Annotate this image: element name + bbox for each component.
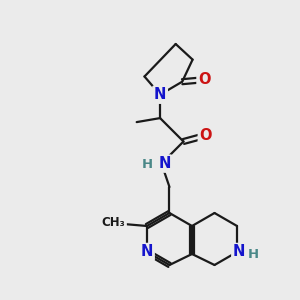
Text: N: N	[233, 244, 245, 260]
Text: N: N	[141, 244, 153, 260]
Text: H: H	[248, 248, 259, 260]
Text: O: O	[199, 128, 212, 143]
Text: N: N	[154, 87, 166, 102]
Text: N: N	[158, 156, 171, 171]
Text: H: H	[142, 158, 153, 171]
Text: O: O	[198, 72, 211, 87]
Text: CH₃: CH₃	[102, 217, 125, 230]
